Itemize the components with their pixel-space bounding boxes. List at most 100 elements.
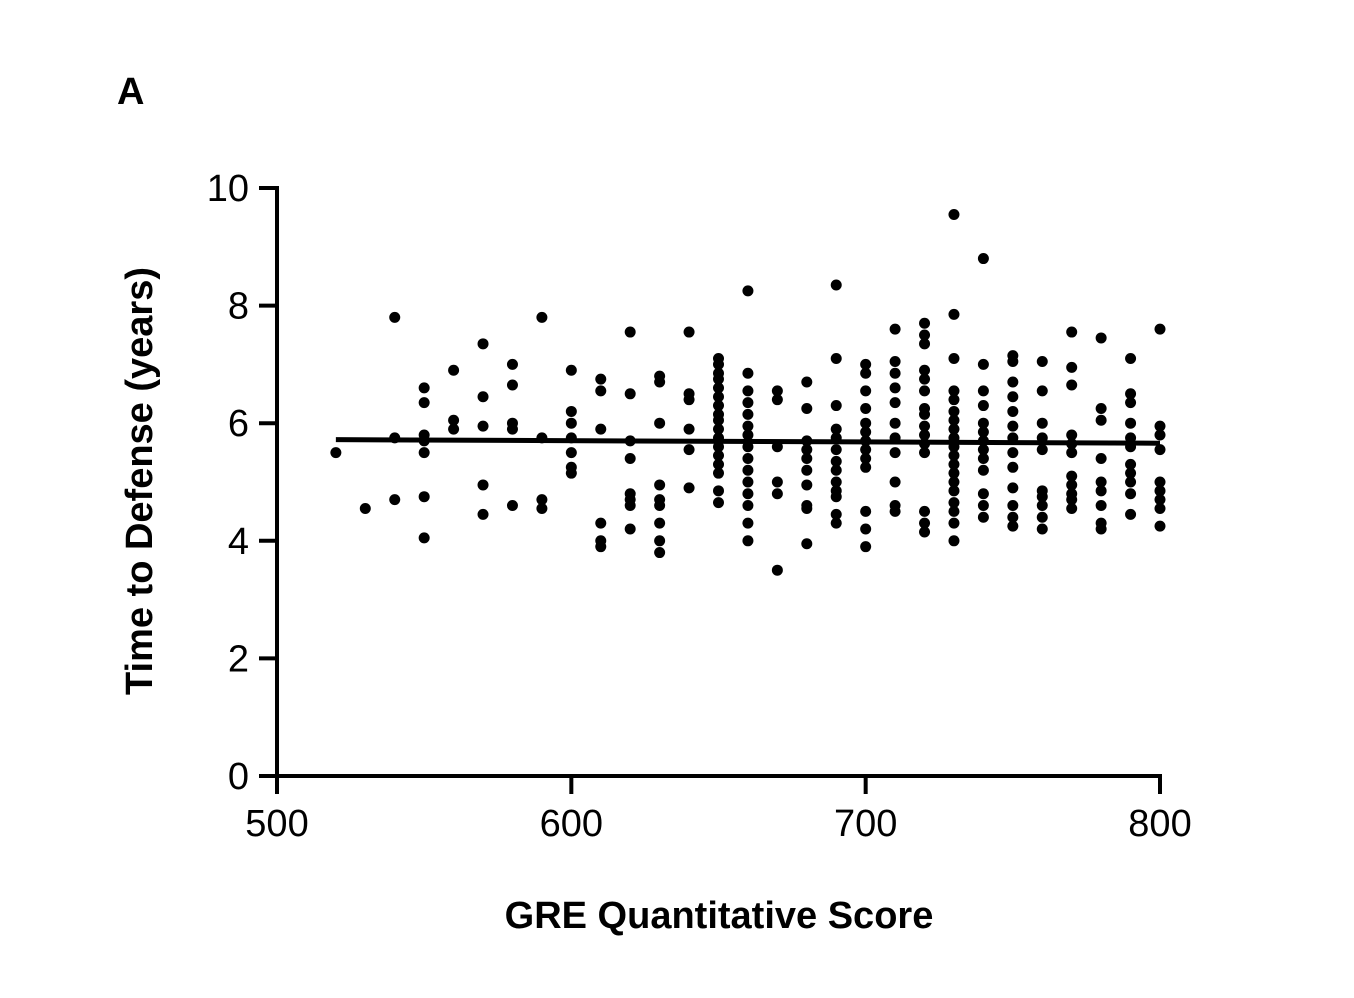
y-tick-label: 4 <box>228 521 249 563</box>
data-point <box>919 447 931 459</box>
data-point <box>683 394 695 406</box>
data-point <box>683 482 695 494</box>
data-point <box>1154 520 1166 532</box>
data-point <box>889 355 901 367</box>
data-point <box>1066 502 1078 514</box>
data-point <box>1036 355 1048 367</box>
data-point <box>713 423 724 435</box>
data-point <box>506 358 518 370</box>
data-point <box>1007 355 1019 367</box>
data-point <box>889 417 901 429</box>
data-point <box>1066 326 1078 338</box>
data-point <box>801 502 813 514</box>
data-point <box>565 467 577 479</box>
data-point <box>359 502 371 514</box>
data-point <box>536 311 548 323</box>
data-point <box>1095 452 1107 464</box>
data-point <box>977 385 989 397</box>
data-point <box>977 488 989 500</box>
data-point <box>1154 485 1166 497</box>
data-point <box>389 494 401 506</box>
data-point <box>977 426 989 438</box>
data-point <box>889 447 901 459</box>
data-point <box>654 535 666 547</box>
x-ticks: 500 600 700 800 <box>245 776 1192 845</box>
data-point <box>948 517 960 529</box>
data-point <box>771 394 783 406</box>
data-point <box>418 532 430 544</box>
data-point <box>742 535 754 547</box>
data-point <box>1154 444 1166 456</box>
data-point <box>477 391 489 403</box>
data-point <box>801 444 813 456</box>
data-point <box>1095 414 1107 426</box>
data-point <box>860 358 872 370</box>
data-point <box>801 538 813 550</box>
data-point <box>1066 479 1078 491</box>
y-tick-label: 2 <box>228 638 249 680</box>
data-points <box>330 208 1166 576</box>
data-point <box>713 458 724 470</box>
data-point <box>860 523 872 535</box>
data-point <box>1125 388 1137 400</box>
data-point <box>801 479 813 491</box>
trend-line-group <box>335 437 1161 446</box>
data-point <box>1007 461 1019 473</box>
data-point <box>448 414 460 426</box>
data-point <box>977 511 989 523</box>
data-point <box>830 353 842 365</box>
y-axis-title: Time to Defense (years) <box>119 267 161 695</box>
data-point <box>565 447 577 459</box>
data-point <box>595 385 607 397</box>
data-point <box>948 505 960 517</box>
y-ticks: 0 2 4 6 8 10 <box>207 168 277 798</box>
data-point <box>1007 391 1019 403</box>
data-point <box>1036 417 1048 429</box>
y-tick-label: 6 <box>228 403 249 445</box>
data-point <box>860 417 872 429</box>
data-point <box>713 467 724 479</box>
data-point <box>595 373 607 385</box>
data-point <box>595 541 607 553</box>
data-point <box>919 338 931 350</box>
data-point <box>948 405 960 417</box>
data-point <box>1095 332 1107 344</box>
data-point <box>713 358 724 370</box>
y-tick-label: 10 <box>207 168 249 210</box>
data-point <box>919 385 931 397</box>
data-point <box>830 455 842 467</box>
data-point <box>830 476 842 488</box>
data-point <box>330 447 342 459</box>
data-point <box>506 423 518 435</box>
data-point <box>889 397 901 409</box>
data-point <box>771 564 783 576</box>
data-point <box>595 423 607 435</box>
data-point <box>919 420 931 432</box>
data-point <box>948 308 960 320</box>
data-point <box>624 388 636 400</box>
data-point <box>1125 458 1137 470</box>
data-point <box>1066 447 1078 459</box>
data-point <box>1095 523 1107 535</box>
data-point <box>742 464 754 476</box>
data-point <box>683 444 695 456</box>
data-point <box>742 408 754 420</box>
trend-line <box>335 437 1161 446</box>
data-point <box>477 479 489 491</box>
data-point <box>713 382 724 394</box>
data-point <box>1154 494 1166 506</box>
data-point <box>1007 500 1019 512</box>
data-point <box>713 414 724 426</box>
data-point <box>830 423 842 435</box>
data-point <box>1095 476 1107 488</box>
data-point <box>536 494 548 506</box>
data-point <box>713 441 724 453</box>
x-tick-label: 800 <box>1128 803 1191 845</box>
data-point <box>889 505 901 517</box>
data-point <box>683 326 695 338</box>
data-point <box>595 517 607 529</box>
data-point <box>948 467 960 479</box>
data-point <box>919 526 931 538</box>
data-point <box>1007 520 1019 532</box>
